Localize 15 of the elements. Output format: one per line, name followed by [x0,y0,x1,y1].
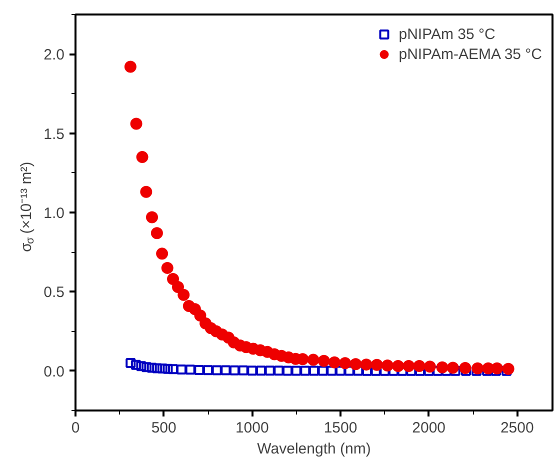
x-tick-label: 1000 [235,420,269,436]
x-tick-label: 1500 [324,420,358,436]
x-axis-title: Wavelength (nm) [257,440,371,458]
x-tick-label: 0 [71,420,80,436]
x-tick-label: 2500 [500,420,534,436]
y-tick-label: 0.0 [44,363,65,380]
y-tick-label: 1.0 [44,205,65,222]
x-tick-label: 2000 [412,420,446,436]
y-axis-title: σσ (×10⁻¹³ m²) [18,162,36,252]
legend-label: pNIPAm-AEMA 35 °C [398,46,542,62]
y-tick-label: 0.5 [44,284,65,302]
y-tick-label: 1.5 [44,126,65,143]
y-tick-label: 2.0 [44,46,65,64]
legend-label: pNIPAm 35 °C [398,26,496,42]
x-tick-label: 500 [151,420,176,436]
